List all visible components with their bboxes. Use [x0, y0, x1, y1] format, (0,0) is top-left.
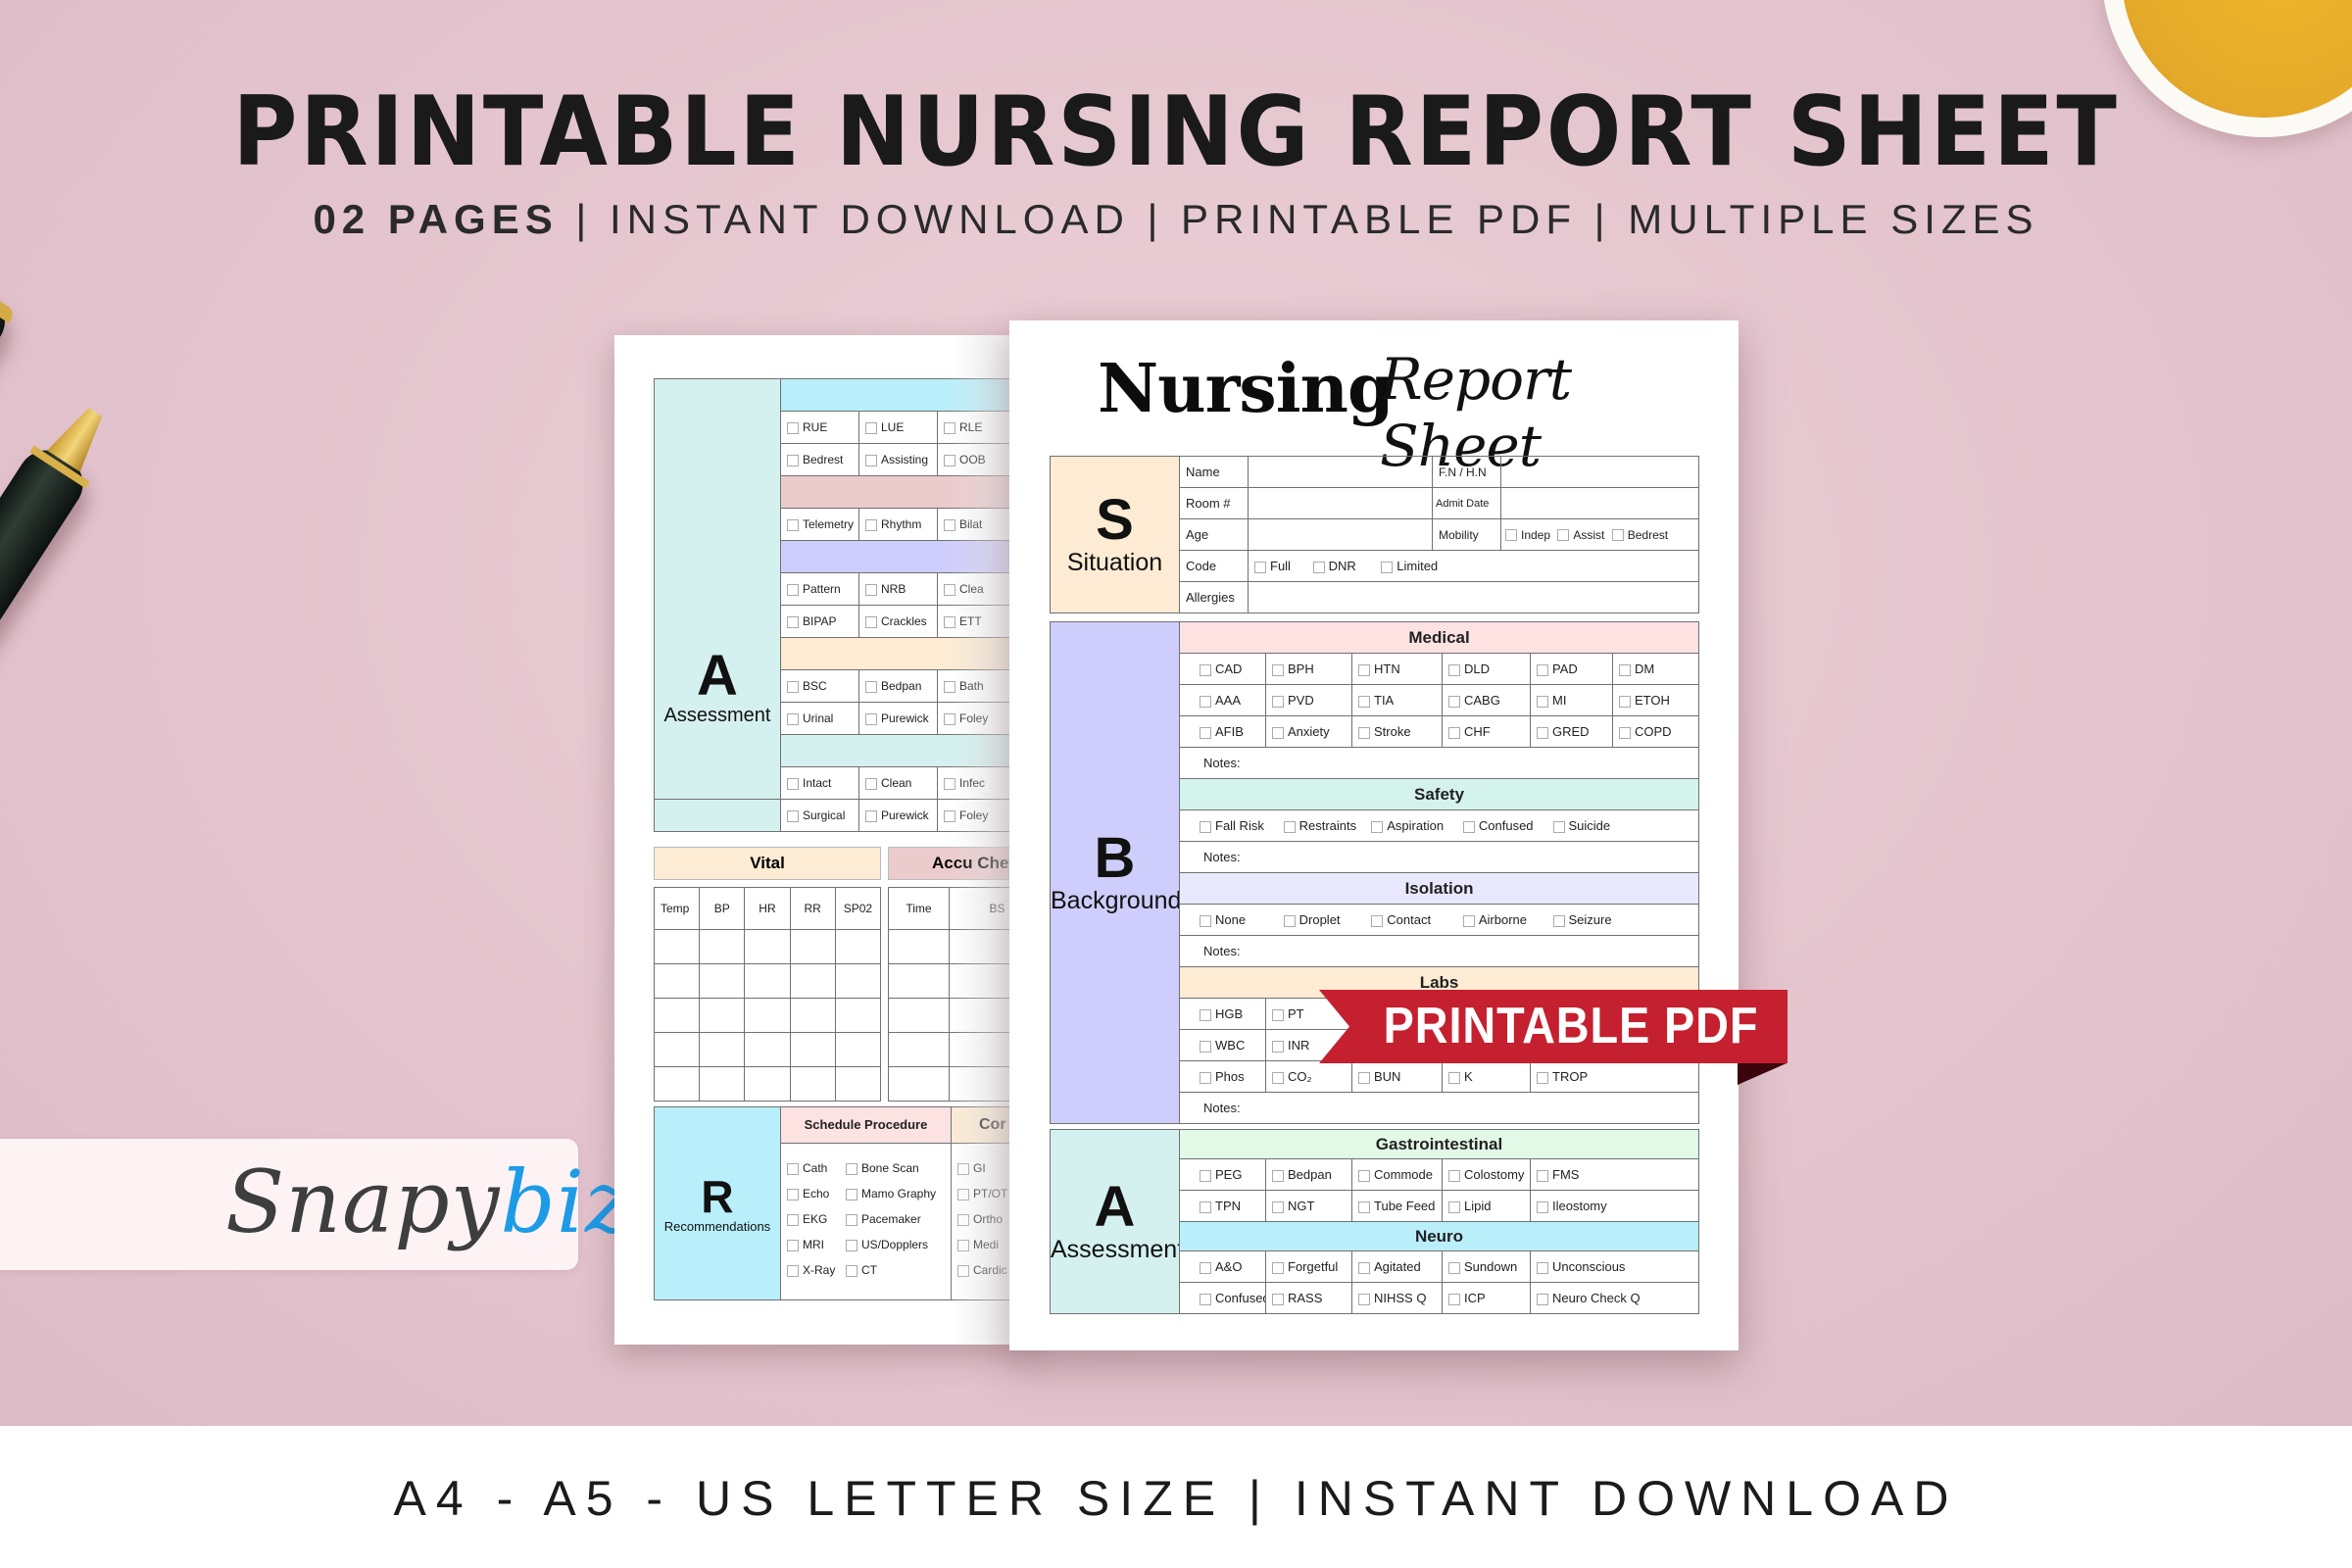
background-block: B Background [1050, 621, 1180, 1124]
background-table: B Background Medical CAD BPH HTN DLD PAD… [1050, 621, 1700, 1124]
brand-logo: Snapybiz [225, 1152, 632, 1252]
logo-panel [0, 1139, 578, 1270]
printable-pdf-banner [1319, 990, 1788, 1063]
situation-block: S Situation [1050, 456, 1180, 613]
footer-strip [0, 1426, 2352, 1568]
vital-table: Temp BP HR RR SP02 [653, 887, 882, 1102]
assessment-table: A Assessment Gastrointestinal PEG Bedpan… [1050, 1129, 1699, 1314]
situation-table: S Situation Name F.N / H.N Room # Admit D… [1050, 456, 1699, 613]
recommendations-block: R Recommendations [654, 1106, 781, 1300]
back-page-preview: A Assessment Musc RUELUERLE BedrestAssis… [614, 335, 1036, 1345]
page-subtitle: 02 PAGES | INSTANT DOWNLOAD | PRINTABLE … [313, 196, 2039, 242]
page-title: PRINTABLE NURSING REPORT SHEET [232, 76, 2120, 188]
coffee-cup-image [2102, 0, 2352, 137]
assessment-block: A Assessment [1050, 1129, 1180, 1314]
fn-hn-field[interactable] [1500, 456, 1699, 488]
assessment-block: A Assessment [654, 378, 781, 800]
back-assessment-table: A Assessment Musc RUELUERLE BedrestAssis… [654, 378, 1036, 832]
footer-text: A4 - A5 - US LETTER SIZE | INSTANT DOWNL… [393, 1471, 1959, 1526]
banner-label: PRINTABLE PDF [1383, 998, 1759, 1054]
sheet-title-bold: Nursing [1098, 350, 1395, 428]
front-page-preview: Nursing Report Sheet S Situation Name F.… [1009, 320, 1739, 1350]
vital-header: Vital [654, 847, 881, 880]
